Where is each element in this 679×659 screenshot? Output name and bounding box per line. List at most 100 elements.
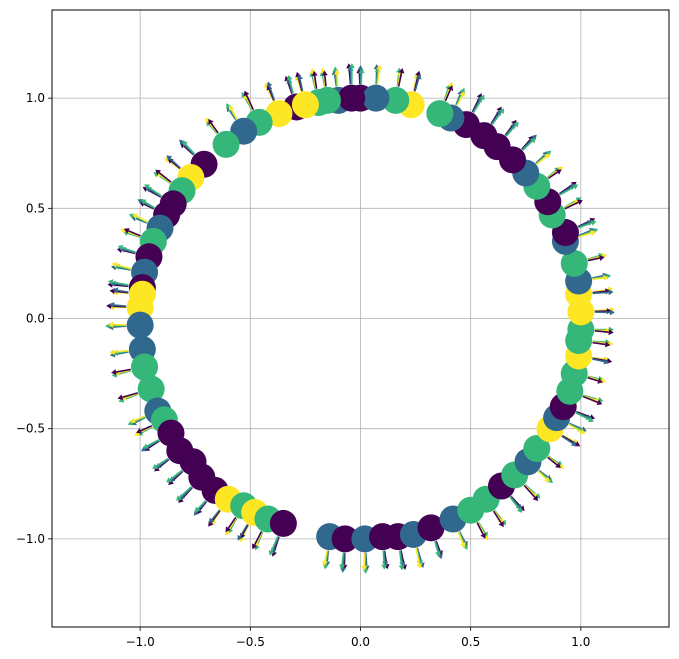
quiver-arrow <box>228 105 238 120</box>
quiver-arrow <box>592 358 609 365</box>
quiver-arrow <box>522 137 536 151</box>
scatter-point <box>291 91 319 119</box>
quiver-arrow <box>361 552 368 571</box>
quiver-arrow <box>547 169 562 180</box>
quiver-arrow <box>142 439 160 449</box>
quiver-arrow <box>505 121 519 137</box>
quiver-arrow <box>578 220 597 229</box>
quiver-arrow <box>155 169 172 183</box>
quiver-arrow <box>594 309 615 316</box>
scatter-point <box>338 84 366 112</box>
scatter-point <box>382 86 410 114</box>
quiver-arrows <box>105 63 615 574</box>
quiver-arrow <box>111 368 131 376</box>
scatter-point <box>131 353 159 381</box>
quiver-arrow <box>456 91 465 106</box>
scatter-point <box>269 509 297 537</box>
quiver-arrow <box>266 81 276 101</box>
quiver-arrow <box>547 456 561 469</box>
y-tick-label: −1.0 <box>16 532 45 546</box>
quiver-arrow <box>559 184 579 196</box>
y-tick-label: 0.0 <box>26 312 45 326</box>
quiver-arrow <box>587 376 603 384</box>
quiver-arrow <box>166 155 182 169</box>
quiver-arrow <box>575 412 594 423</box>
quiver-arrow <box>476 522 486 539</box>
quiver-arrow <box>582 395 603 406</box>
scatter-point <box>331 525 359 553</box>
quiver-arrow <box>176 486 193 501</box>
quiver-arrow <box>414 73 422 92</box>
quiver-arrow <box>564 199 583 210</box>
quiver-arrow <box>492 510 504 528</box>
quiver-arrow <box>592 341 611 348</box>
quiver-arrow <box>117 244 136 254</box>
scatter-point <box>362 84 390 112</box>
quiver-arrow <box>587 255 605 262</box>
x-tick-label: −1.0 <box>126 635 155 649</box>
quiver-arrow <box>592 274 609 281</box>
quiver-arrow <box>523 484 539 501</box>
scatter-point <box>313 86 341 114</box>
quiver-arrow <box>348 63 355 85</box>
quiver-arrow <box>194 500 207 513</box>
quiver-arrow <box>144 184 163 197</box>
quiver-arrow <box>123 228 141 237</box>
quiver-arrow <box>136 424 153 434</box>
quiver-arrow <box>225 516 237 533</box>
quiver-arrow <box>397 68 405 87</box>
quiver-arrow <box>578 230 596 238</box>
quiver-arrow <box>111 261 132 270</box>
quiver-arrow <box>334 69 341 87</box>
quiver-arrow <box>381 550 388 570</box>
quiver-arrow <box>166 469 183 483</box>
quiver-arrow <box>537 470 550 483</box>
x-tick-label: 0.0 <box>351 635 370 649</box>
quiver-arrow <box>132 213 148 223</box>
quiver-arrow <box>311 70 318 89</box>
quiver-arrow <box>243 90 255 111</box>
quiver-arrow <box>339 552 346 570</box>
scatter-point <box>426 100 454 128</box>
scatter-point <box>523 435 551 463</box>
x-axis: −1.0 −0.5 0.0 0.5 1.0 <box>126 627 590 649</box>
y-tick-label: 0.5 <box>26 201 45 215</box>
quiver-arrow <box>568 423 586 435</box>
quiver-arrow <box>152 457 169 469</box>
scatter-point <box>137 375 165 403</box>
quiver-arrow <box>286 74 294 94</box>
quiver-arrow <box>509 496 523 513</box>
quiver-arrow <box>117 392 138 401</box>
y-tick-label: −0.5 <box>16 422 45 436</box>
x-tick-label: 1.0 <box>571 635 590 649</box>
quiver-arrow <box>251 531 263 550</box>
quiver-arrow <box>434 541 441 557</box>
x-tick-label: 0.5 <box>461 635 480 649</box>
quiver-arrow <box>112 287 129 294</box>
quiver-arrow <box>108 321 127 328</box>
scatter-point <box>212 130 240 158</box>
y-axis: −1.0 −0.5 0.0 0.5 1.0 <box>16 91 52 546</box>
quiver-arrow <box>376 64 383 85</box>
quiver-arrow <box>129 415 146 424</box>
quiver-arrow <box>107 279 129 286</box>
x-tick-label: −0.5 <box>236 635 265 649</box>
quiver-arrow <box>268 535 279 556</box>
scatter-markers <box>126 84 595 553</box>
quiver-arrow <box>237 523 249 541</box>
scatter-point <box>126 311 154 339</box>
quiver-arrow <box>109 349 129 356</box>
quiver-arrow <box>457 531 466 548</box>
quiver-arrow <box>297 74 304 92</box>
quiver-arrow <box>444 85 454 102</box>
quiver-arrow <box>322 550 328 567</box>
scatter-point <box>417 514 445 542</box>
quiver-arrow <box>415 548 423 569</box>
quiver-arrow <box>208 119 219 134</box>
y-tick-label: 1.0 <box>26 91 45 105</box>
quiver-arrow <box>592 289 614 296</box>
quiver-arrow <box>536 153 550 165</box>
scatter-point <box>560 249 588 277</box>
quiver-arrow <box>208 509 221 524</box>
